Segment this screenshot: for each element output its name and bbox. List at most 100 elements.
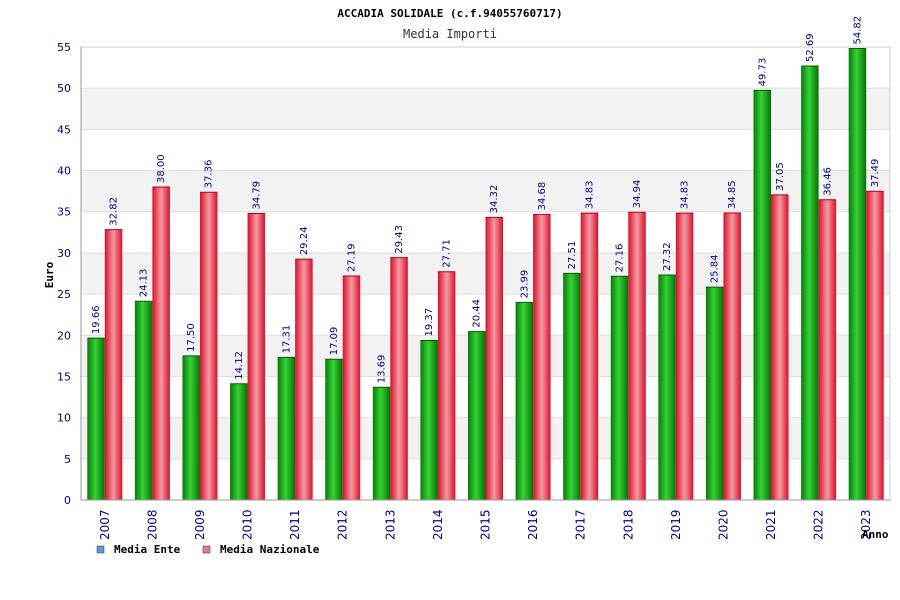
data-label: 27.16 xyxy=(615,244,626,273)
x-tick-label: 2022 xyxy=(812,509,826,540)
bar-media-ente xyxy=(658,274,676,500)
x-tick-label: 2018 xyxy=(621,509,635,540)
y-tick-label: 15 xyxy=(57,370,71,383)
x-tick-label: 2012 xyxy=(336,509,350,540)
data-label: 34.83 xyxy=(584,180,595,209)
bar-media-ente xyxy=(563,273,581,500)
data-label: 52.69 xyxy=(805,33,816,62)
x-tick-label: 2017 xyxy=(574,509,588,540)
data-label: 37.49 xyxy=(870,159,881,188)
bar-media-nazionale xyxy=(342,276,361,500)
x-tick-label: 2011 xyxy=(288,509,302,540)
x-tick-label: 2010 xyxy=(241,509,255,540)
y-tick-label: 40 xyxy=(57,165,71,178)
data-label: 19.66 xyxy=(91,305,102,334)
data-label: 38.00 xyxy=(156,154,167,183)
data-label: 29.43 xyxy=(394,225,405,254)
x-tick-label: 2007 xyxy=(98,509,112,540)
bar-media-nazionale xyxy=(628,212,646,501)
legend-label-media-ente: Media Ente xyxy=(114,543,181,556)
data-label: 34.83 xyxy=(680,180,691,209)
data-label: 27.51 xyxy=(567,241,578,270)
x-tick-label: 2015 xyxy=(479,509,493,540)
legend-swatch-media-nazionale xyxy=(202,545,211,554)
bar-media-ente xyxy=(277,357,296,500)
bar-media-nazionale xyxy=(437,271,456,500)
data-label: 34.85 xyxy=(727,180,738,209)
data-label: 13.69 xyxy=(377,355,388,384)
x-tick-label: 2021 xyxy=(764,509,778,540)
bar-media-nazionale xyxy=(152,187,170,500)
data-label: 17.31 xyxy=(281,325,292,354)
chart-subtitle: Media Importi xyxy=(403,27,497,41)
bar-media-ente xyxy=(705,287,724,500)
data-label: 34.94 xyxy=(632,180,643,209)
bar-media-ente xyxy=(848,48,867,500)
data-label: 19.37 xyxy=(424,308,435,337)
bar-media-nazionale xyxy=(771,194,789,501)
data-label: 29.24 xyxy=(299,227,310,256)
data-label: 27.71 xyxy=(442,239,453,268)
bar-media-nazionale xyxy=(866,191,884,500)
x-tick-label: 2016 xyxy=(526,509,540,540)
data-label: 49.73 xyxy=(757,58,768,87)
grid-band xyxy=(81,47,890,89)
data-label: 25.84 xyxy=(710,255,721,284)
data-label: 17.50 xyxy=(186,323,197,352)
y-tick-label: 55 xyxy=(57,41,71,54)
y-axis-title: Euro xyxy=(43,261,56,288)
y-tick-label: 30 xyxy=(57,247,71,260)
data-label: 34.68 xyxy=(537,182,548,211)
y-tick-label: 45 xyxy=(57,123,71,136)
bar-media-ente xyxy=(325,359,343,500)
data-label: 14.12 xyxy=(234,351,245,380)
bar-media-ente xyxy=(230,383,248,500)
data-label: 27.32 xyxy=(662,242,673,271)
bar-media-nazionale xyxy=(818,199,837,500)
data-label: 24.13 xyxy=(139,269,150,298)
bar-media-nazionale xyxy=(580,213,599,501)
y-tick-label: 50 xyxy=(57,82,71,95)
bar-media-nazionale xyxy=(390,257,408,500)
legend-swatch-media-ente xyxy=(96,545,105,554)
bar-media-nazionale xyxy=(723,212,741,501)
bar-media-ente xyxy=(420,340,438,500)
data-label: 20.44 xyxy=(472,299,483,328)
bar-media-ente xyxy=(610,276,629,500)
bar-media-ente xyxy=(801,66,819,500)
bar-media-nazionale xyxy=(104,229,123,500)
bar-media-ente xyxy=(515,302,534,500)
bar-media-ente xyxy=(372,387,391,500)
x-tick-label: 2013 xyxy=(383,509,397,540)
bar-media-nazionale xyxy=(533,214,551,500)
y-tick-label: 0 xyxy=(64,494,71,507)
data-label: 34.32 xyxy=(489,185,500,214)
y-tick-label: 20 xyxy=(57,329,71,342)
bar-media-nazionale xyxy=(675,213,694,501)
bar-media-nazionale xyxy=(295,259,313,500)
x-tick-label: 2009 xyxy=(193,509,207,540)
bar-media-nazionale xyxy=(247,213,266,500)
bar-media-ente xyxy=(87,338,105,500)
x-tick-label: 2023 xyxy=(859,509,873,540)
data-label: 27.19 xyxy=(346,243,357,272)
x-tick-label: 2008 xyxy=(145,509,159,540)
x-axis-title: Anno xyxy=(862,528,889,541)
bar-media-ente xyxy=(753,90,772,500)
y-tick-label: 35 xyxy=(57,206,71,219)
data-label: 37.05 xyxy=(775,162,786,191)
data-label: 37.36 xyxy=(204,160,215,189)
bar-media-nazionale xyxy=(485,217,503,500)
data-label: 23.99 xyxy=(519,270,530,299)
y-tick-label: 5 xyxy=(64,453,71,466)
bar-media-ente xyxy=(134,301,153,500)
bar-media-ente xyxy=(182,355,200,500)
data-label: 17.09 xyxy=(329,327,340,356)
x-tick-label: 2020 xyxy=(716,509,730,540)
data-label: 54.82 xyxy=(852,16,863,45)
y-tick-label: 25 xyxy=(57,288,71,301)
data-label: 32.82 xyxy=(109,197,120,226)
legend-label-media-nazionale: Media Nazionale xyxy=(220,543,320,556)
chart-title: ACCADIA SOLIDALE (c.f.94055760717) xyxy=(337,7,562,20)
